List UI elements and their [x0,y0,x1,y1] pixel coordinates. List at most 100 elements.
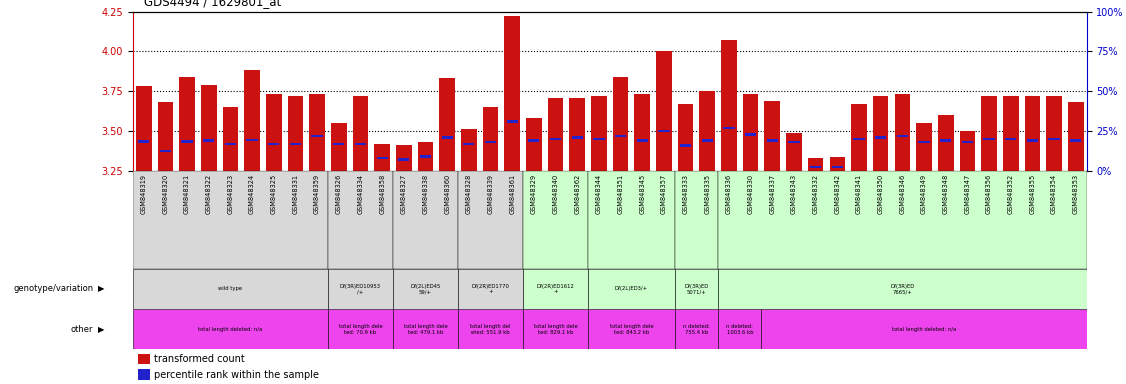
Text: GSM848352: GSM848352 [1008,174,1013,214]
Bar [528,139,539,142]
Bar [483,107,499,171]
Bar [718,171,1087,269]
Bar [807,158,823,171]
Bar [526,118,542,171]
Text: transformed count: transformed count [154,354,245,364]
Bar [896,134,908,137]
Text: GSM848333: GSM848333 [682,174,689,214]
Text: Df(2R)ED1770
+: Df(2R)ED1770 + [472,283,509,295]
Text: Df(2L)ED45
59/+: Df(2L)ED45 59/+ [410,283,440,295]
Bar [522,171,588,269]
Text: GSM848341: GSM848341 [856,174,863,214]
Text: Df(2L)ED3/+: Df(2L)ED3/+ [615,286,647,291]
Bar [225,142,236,145]
Bar [940,139,951,142]
Text: GSM848329: GSM848329 [530,174,537,214]
Text: GSM848350: GSM848350 [877,174,884,214]
Bar [374,144,390,171]
Bar [458,269,524,309]
Text: Df(3R)ED
5071/+: Df(3R)ED 5071/+ [685,283,708,295]
Bar [137,369,150,380]
Bar [745,133,757,136]
Bar [268,142,279,145]
Bar [1070,139,1081,142]
Bar [743,94,759,171]
Bar [399,159,410,161]
Bar [701,139,713,142]
Text: GSM848338: GSM848338 [422,174,429,214]
Bar [133,171,328,269]
Bar [136,86,152,171]
Bar [461,129,476,171]
Text: n deleted:
1003.6 kb: n deleted: 1003.6 kb [726,324,753,335]
Text: GSM848360: GSM848360 [444,174,450,214]
Bar [393,269,458,309]
Bar [160,150,171,152]
Bar [854,138,865,140]
Text: wild type: wild type [218,286,242,291]
Text: GSM848356: GSM848356 [986,174,992,214]
Bar [522,309,588,349]
Bar [767,139,778,142]
Bar [328,309,393,349]
Bar [761,309,1087,349]
Text: GSM848345: GSM848345 [640,174,645,214]
Text: GSM848344: GSM848344 [596,174,602,214]
Text: GSM848351: GSM848351 [617,174,624,214]
Text: total length dele
ted: 829.1 kb: total length dele ted: 829.1 kb [534,324,578,335]
Text: GSM848339: GSM848339 [488,174,493,214]
Text: GSM848361: GSM848361 [509,174,516,214]
Bar [572,136,583,139]
Bar [200,85,216,171]
Text: GSM848354: GSM848354 [1051,174,1057,214]
Bar [289,142,301,145]
Bar [588,309,674,349]
Bar [458,171,524,269]
Bar [570,98,586,171]
Bar [674,171,718,269]
Bar [613,77,628,171]
Bar [830,157,846,171]
Bar [634,94,650,171]
Bar [310,94,325,171]
Bar [1027,139,1038,142]
Bar [593,138,605,140]
Text: GSM848355: GSM848355 [1029,174,1036,214]
Text: percentile rank within the sample: percentile rank within the sample [154,370,320,380]
Text: GSM848359: GSM848359 [314,174,320,214]
Text: total length deleted: n/a: total length deleted: n/a [198,327,262,332]
Bar [832,166,843,168]
Bar [158,103,173,171]
Bar [1067,103,1083,171]
Bar [674,269,718,309]
Bar [917,123,932,171]
Bar [333,142,345,145]
Bar [983,138,994,140]
Text: total length del
eted: 551.9 kb: total length del eted: 551.9 kb [471,324,511,335]
Bar [788,141,799,144]
Text: GSM848331: GSM848331 [293,174,298,214]
Text: GSM848322: GSM848322 [206,174,212,214]
Text: Df(3R)ED10953
/+: Df(3R)ED10953 /+ [340,283,381,295]
Bar [331,123,347,171]
Text: GSM848343: GSM848343 [790,174,797,214]
Bar [786,132,802,171]
Bar [203,139,214,142]
Bar [485,141,497,144]
Text: ▶: ▶ [98,325,105,334]
Bar [133,269,328,309]
Bar [636,139,647,142]
Text: GSM848326: GSM848326 [336,174,342,214]
Bar [549,138,561,140]
Text: GSM848335: GSM848335 [704,174,711,214]
Text: GSM848337: GSM848337 [769,174,776,214]
Bar [981,96,997,171]
Bar [181,140,193,143]
Text: GSM848330: GSM848330 [748,174,753,214]
Bar [504,16,520,171]
Bar [522,269,588,309]
Bar [810,166,821,168]
Text: GSM848327: GSM848327 [401,174,406,214]
Bar [1025,96,1040,171]
Bar [266,94,282,171]
